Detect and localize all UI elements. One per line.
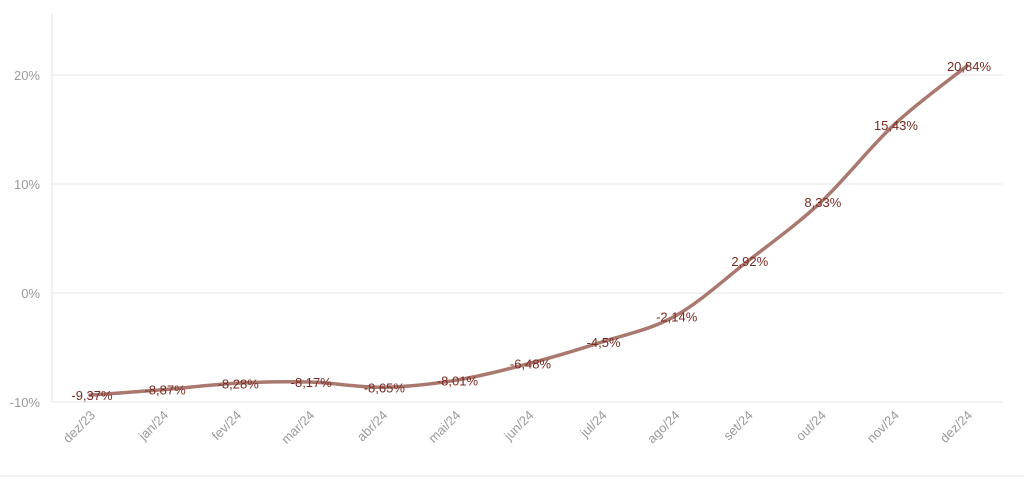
- series-layer: [88, 64, 969, 397]
- x-tick-label: jan/24: [135, 408, 171, 444]
- data-label: 8,33%: [804, 195, 841, 210]
- data-labels: -9,37% -8,87% -8,28% -8,17% -8,65% -8,01% -6,4…: [71, 59, 991, 403]
- y-tick-label: 20%: [14, 68, 40, 83]
- y-tick-label: 0%: [21, 286, 40, 301]
- x-tick-label: jun/24: [500, 408, 536, 444]
- data-label: -8,65%: [364, 380, 406, 395]
- data-label: 2,92%: [731, 254, 768, 269]
- series-line: [88, 64, 969, 397]
- y-tick-label: 10%: [14, 177, 40, 192]
- data-label: -9,37%: [71, 388, 113, 403]
- x-tick-label: dez/23: [60, 408, 98, 446]
- x-tick-label: mar/24: [278, 408, 317, 447]
- data-label: -2,14%: [656, 309, 698, 324]
- x-tick-label: nov/24: [864, 408, 902, 446]
- x-tick-label: jul/24: [576, 408, 609, 441]
- x-tick-label: out/24: [793, 408, 829, 444]
- y-axis-ticks: -10% 0% 10% 20%: [10, 68, 41, 410]
- x-tick-label: fev/24: [209, 408, 245, 444]
- x-axis-ticks: dez/23 jan/24 fev/24 mar/24 abr/24 mai/24 jun/…: [60, 408, 975, 447]
- data-label: -8,87%: [144, 383, 186, 398]
- x-tick-label: mai/24: [425, 408, 463, 446]
- x-tick-label: dez/24: [937, 408, 975, 446]
- data-label: -8,28%: [218, 376, 260, 391]
- y-tick-label: -10%: [10, 395, 41, 410]
- data-label: 15,43%: [874, 118, 919, 133]
- x-tick-label: abr/24: [354, 408, 391, 445]
- x-tick-label: ago/24: [644, 408, 683, 447]
- data-label: -6,48%: [510, 357, 552, 372]
- data-label: -8,17%: [291, 375, 333, 390]
- axis-layer: [0, 14, 1024, 477]
- data-label: -4,5%: [587, 335, 621, 350]
- x-tick-label: set/24: [720, 408, 756, 444]
- data-label: 20,84%: [947, 59, 992, 74]
- data-label: -8,01%: [437, 373, 479, 388]
- gridlines: [52, 74, 1003, 294]
